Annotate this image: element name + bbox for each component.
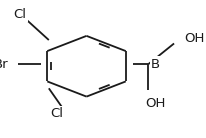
Text: Cl: Cl (13, 8, 26, 21)
Text: Br: Br (0, 58, 8, 71)
Text: OH: OH (145, 97, 166, 110)
Text: B: B (151, 58, 160, 71)
Text: OH: OH (184, 32, 205, 45)
Text: Cl: Cl (50, 107, 63, 120)
